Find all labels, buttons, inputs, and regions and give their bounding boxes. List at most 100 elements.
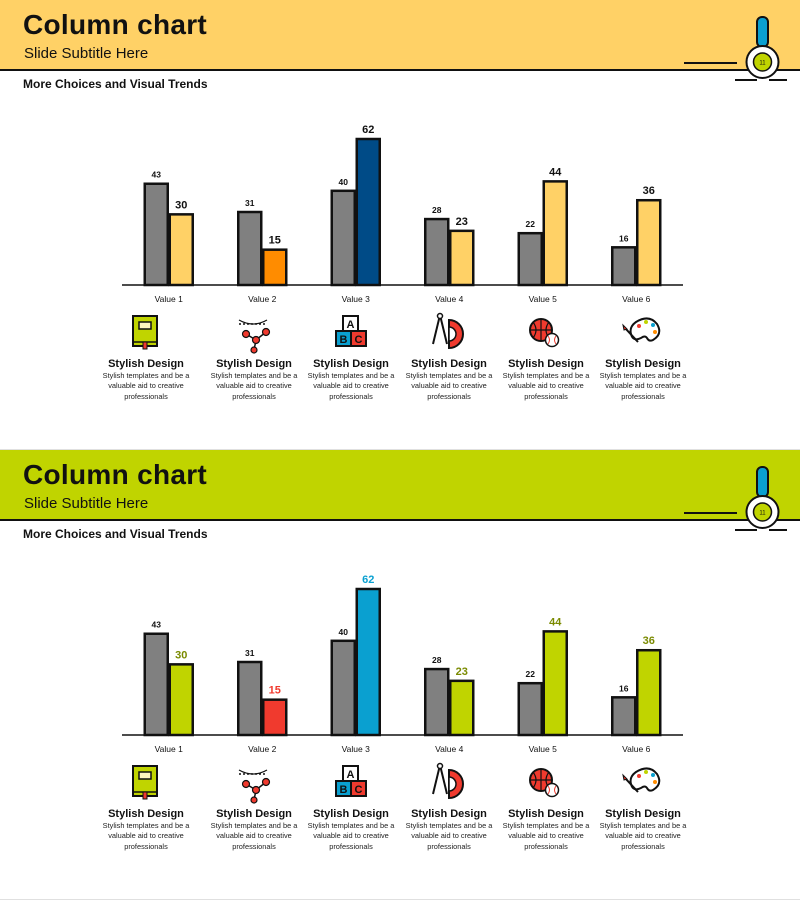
bar-series2 <box>262 698 288 737</box>
column-chart: 43 30 Value 1 31 15 Value 2 40 62 Value 3 28 23 Val… <box>122 124 683 304</box>
bar-series1 <box>143 632 169 737</box>
feature-item: Stylish Design Stylish templates and be … <box>399 760 499 852</box>
data-label: 31 <box>245 198 255 208</box>
bar-series2 <box>542 630 568 737</box>
molecule-icon <box>238 319 271 354</box>
bar-series2 <box>355 587 381 737</box>
section-heading: More Choices and Visual Trends <box>23 527 208 541</box>
header-band <box>0 0 800 70</box>
slide-title: Column chart <box>23 9 208 40</box>
category-label: Value 2 <box>248 294 276 304</box>
book-icon <box>132 315 158 350</box>
paint-palette-icon <box>622 767 661 793</box>
category-label: Value 4 <box>435 744 463 754</box>
feature-item: A B C Stylish Design Stylish templates a… <box>301 760 401 852</box>
feature-item: Stylish Design Stylish templates and be … <box>593 760 693 852</box>
category-label: Value 5 <box>529 294 557 304</box>
feature-title: Stylish Design <box>605 808 681 820</box>
data-label: 23 <box>456 666 468 678</box>
bar-series1 <box>611 696 637 737</box>
data-label: 30 <box>175 199 187 211</box>
header-divider <box>0 69 800 71</box>
category-label: Value 4 <box>435 294 463 304</box>
header-band <box>0 450 800 520</box>
page-badge-icon: 11 <box>684 16 800 81</box>
data-label: 40 <box>339 627 349 637</box>
feature-title: Stylish Design <box>313 358 389 370</box>
bar-series1 <box>330 639 356 737</box>
feature-title: Stylish Design <box>508 808 584 820</box>
slide-title: Column chart <box>23 459 208 490</box>
data-label: 28 <box>432 655 442 665</box>
feature-title: Stylish Design <box>411 358 487 370</box>
compass-protractor-icon <box>432 312 464 350</box>
feature-item: Stylish Design Stylish templates and be … <box>96 310 196 402</box>
bar-series2 <box>355 137 381 287</box>
data-label: 43 <box>152 170 162 180</box>
category-label: Value 6 <box>622 744 650 754</box>
feature-description: Stylish templates and be a valuable aid … <box>307 371 395 401</box>
feature-title: Stylish Design <box>216 358 292 370</box>
feature-title: Stylish Design <box>216 808 292 820</box>
feature-title: Stylish Design <box>411 808 487 820</box>
data-label: 62 <box>362 124 374 136</box>
slide-subtitle: Slide Subtitle Here <box>24 45 149 62</box>
data-label: 44 <box>549 616 562 628</box>
category-label: Value 1 <box>155 744 183 754</box>
bar-series2 <box>636 648 662 737</box>
feature-description: Stylish templates and be a valuable aid … <box>405 371 493 401</box>
data-label: 40 <box>339 177 349 187</box>
feature-title: Stylish Design <box>508 358 584 370</box>
feature-item: Stylish Design Stylish templates and be … <box>399 310 499 402</box>
bar-series2 <box>262 248 288 287</box>
feature-title: Stylish Design <box>605 358 681 370</box>
data-label: 62 <box>362 574 374 586</box>
bar-series2 <box>449 679 475 737</box>
feature-item: Stylish Design Stylish templates and be … <box>496 760 596 852</box>
bar-series1 <box>424 667 450 737</box>
feature-row: Stylish Design Stylish templates and be … <box>0 310 800 430</box>
slide-subtitle: Slide Subtitle Here <box>24 495 149 512</box>
feature-description: Stylish templates and be a valuable aid … <box>102 821 190 851</box>
molecule-icon <box>238 769 271 804</box>
data-label: 22 <box>526 669 536 679</box>
sports-balls-icon <box>529 318 560 348</box>
paint-palette-icon <box>622 317 661 343</box>
header-divider <box>0 519 800 521</box>
data-label: 36 <box>643 185 655 197</box>
feature-description: Stylish templates and be a valuable aid … <box>405 821 493 851</box>
svg-text:C: C <box>355 784 363 796</box>
data-label: 31 <box>245 648 255 658</box>
data-label: 44 <box>549 166 562 178</box>
bar-series1 <box>237 210 263 287</box>
feature-description: Stylish templates and be a valuable aid … <box>502 821 590 851</box>
feature-title: Stylish Design <box>108 358 184 370</box>
svg-text:A: A <box>347 319 355 331</box>
category-label: Value 3 <box>342 294 370 304</box>
page-badge-icon: 11 <box>684 466 800 531</box>
feature-description: Stylish templates and be a valuable aid … <box>102 371 190 401</box>
svg-text:B: B <box>340 784 348 796</box>
bar-series1 <box>517 231 543 287</box>
data-label: 16 <box>619 683 629 693</box>
feature-description: Stylish templates and be a valuable aid … <box>307 821 395 851</box>
category-label: Value 5 <box>529 744 557 754</box>
data-label: 43 <box>152 620 162 630</box>
feature-title: Stylish Design <box>108 808 184 820</box>
data-label: 22 <box>526 219 536 229</box>
data-label: 36 <box>643 635 655 647</box>
section-heading: More Choices and Visual Trends <box>23 77 208 91</box>
feature-row: Stylish Design Stylish templates and be … <box>0 760 800 880</box>
feature-item: Stylish Design Stylish templates and be … <box>96 760 196 852</box>
page-number: 11 <box>759 61 766 67</box>
feature-item: Stylish Design Stylish templates and be … <box>204 760 304 852</box>
category-label: Value 1 <box>155 294 183 304</box>
bar-series1 <box>143 182 169 287</box>
category-label: Value 6 <box>622 294 650 304</box>
sports-balls-icon <box>529 768 560 798</box>
abc-blocks-icon: A B C <box>335 315 367 347</box>
page-number: 11 <box>759 511 766 517</box>
compass-protractor-icon <box>432 762 464 800</box>
data-label: 16 <box>619 233 629 243</box>
bar-series2 <box>168 213 194 287</box>
